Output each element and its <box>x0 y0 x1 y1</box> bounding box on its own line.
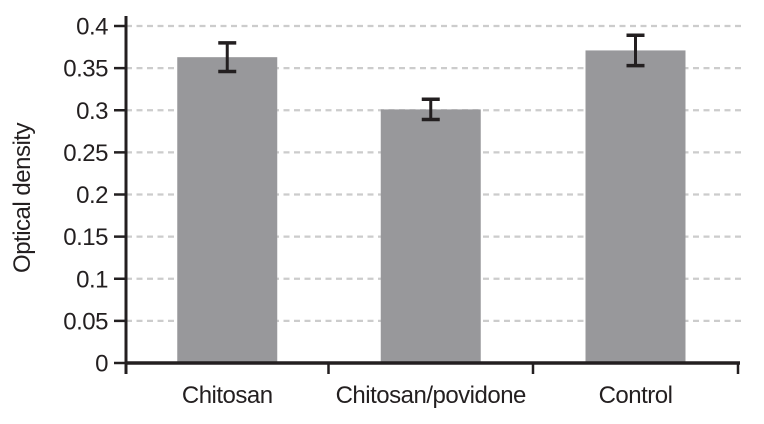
y-tick-label: 0.15 <box>63 224 108 251</box>
x-category-label: Chitosan/povidone <box>336 382 526 409</box>
axes <box>114 16 740 374</box>
y-tick-label: 0.05 <box>63 308 108 335</box>
y-tick-label: 0.35 <box>63 56 108 83</box>
y-tick-label: 0 <box>95 351 108 378</box>
bars <box>177 50 686 364</box>
axis-labels: 0 0.05 0.1 0.15 0.2 0.25 0.3 0.35 0.4 Chitosan Chi… <box>63 14 673 410</box>
bar <box>380 109 481 363</box>
y-tick-label: 0.3 <box>76 98 108 125</box>
y-axis-title: Optical density <box>9 123 36 273</box>
y-tick-label: 0.2 <box>76 182 108 209</box>
bar <box>585 50 686 364</box>
bar <box>177 57 278 364</box>
y-tick-label: 0.25 <box>63 140 108 167</box>
y-tick-label: 0.4 <box>76 14 108 41</box>
y-tick-label: 0.1 <box>76 266 108 293</box>
x-category-label: Control <box>599 382 673 409</box>
error-bars <box>218 33 645 122</box>
x-category-label: Chitosan <box>182 382 273 409</box>
